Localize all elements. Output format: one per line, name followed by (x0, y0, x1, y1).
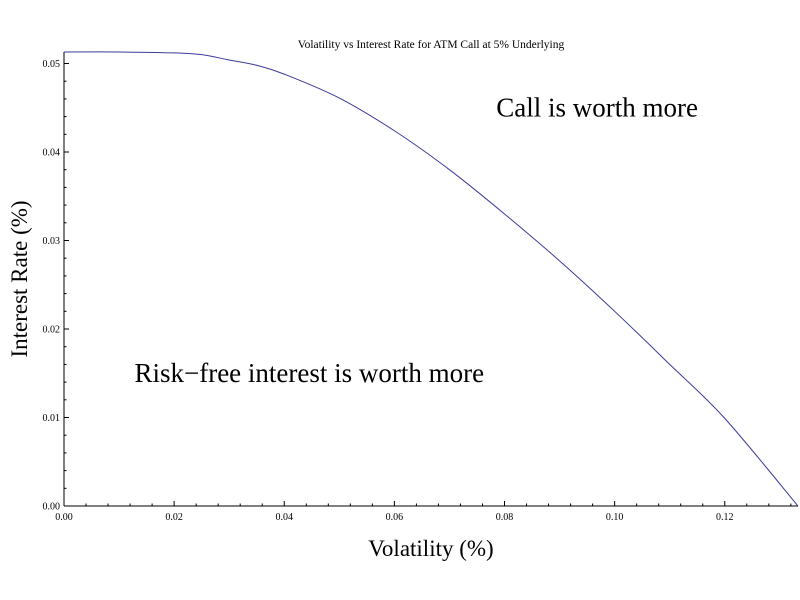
annotations: Call is worth more Risk−free interest is … (134, 93, 698, 388)
y-tick-label: 0.03 (43, 236, 61, 247)
y-tick-label: 0.02 (43, 325, 61, 336)
x-tick-label: 0.02 (165, 512, 183, 523)
x-axis-title: Volatility (%) (368, 536, 493, 561)
x-tick-label: 0.08 (496, 512, 514, 523)
y-axis-title: Interest Rate (%) (7, 200, 32, 357)
y-tick-label: 0.00 (43, 502, 61, 513)
y-tick-label: 0.04 (43, 148, 61, 159)
series-group (63, 51, 799, 507)
y-tick-label: 0.05 (43, 59, 61, 70)
x-tick-label: 0.00 (55, 512, 73, 523)
series-line (63, 51, 799, 507)
x-tick-label: 0.12 (716, 512, 734, 523)
annotation-label: Call is worth more (496, 93, 698, 123)
x-tick-label: 0.06 (386, 512, 404, 523)
annotation-label: Risk−free interest is worth more (134, 358, 484, 388)
x-tick-label: 0.10 (606, 512, 624, 523)
chart-title: Volatility vs Interest Rate for ATM Call… (298, 39, 565, 51)
axes: 0.00 0.02 0.04 0.06 0.08 0.10 0.12 0.00 0.01 0.02… (43, 52, 798, 523)
y-tick-label: 0.01 (43, 413, 61, 424)
x-tick-label: 0.04 (276, 512, 294, 523)
